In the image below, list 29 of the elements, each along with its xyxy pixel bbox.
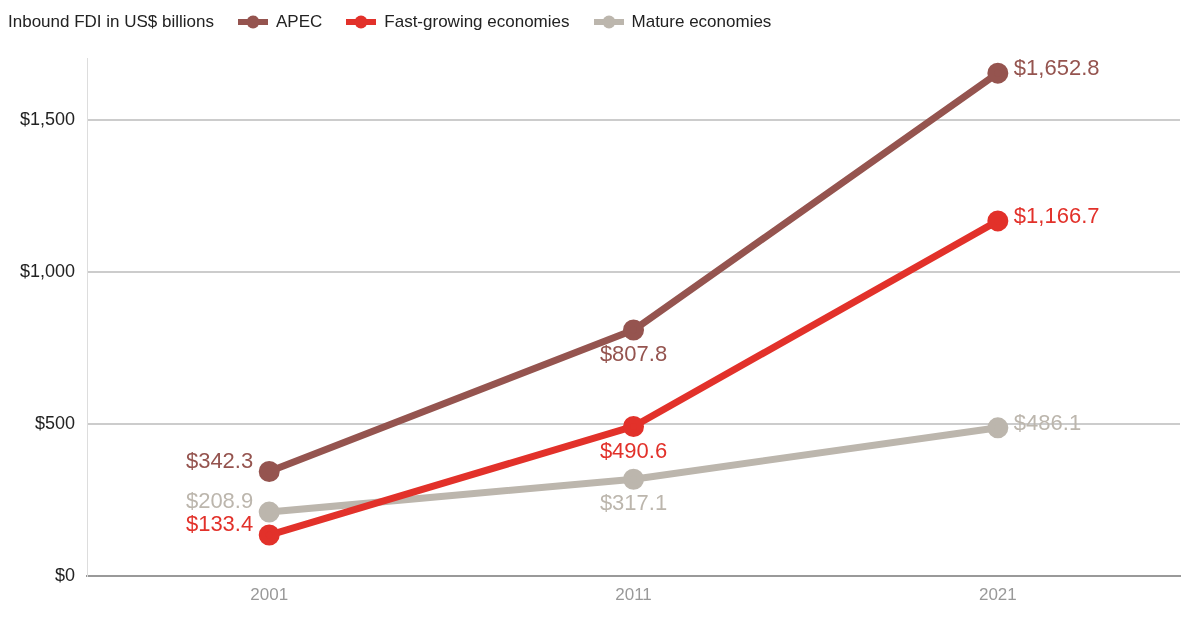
data-label: $490.6 bbox=[599, 437, 668, 463]
point bbox=[258, 501, 280, 523]
y-tick-label: $500 bbox=[35, 412, 76, 433]
y-tick-label: $1,000 bbox=[19, 260, 76, 281]
data-label: $486.1 bbox=[1013, 409, 1082, 435]
x-tick-label: 2021 bbox=[978, 585, 1017, 605]
point bbox=[623, 319, 645, 341]
legend-label: Fast-growing economies bbox=[384, 12, 570, 32]
point bbox=[987, 417, 1009, 439]
point bbox=[987, 210, 1009, 232]
point bbox=[258, 461, 280, 483]
point bbox=[623, 468, 645, 490]
point bbox=[258, 524, 280, 546]
data-label: $133.4 bbox=[185, 511, 254, 537]
point bbox=[623, 415, 645, 437]
y-axis-title: Inbound FDI in US$ billions bbox=[8, 12, 215, 32]
data-label: $317.1 bbox=[599, 490, 668, 516]
data-label: $807.8 bbox=[599, 341, 668, 367]
y-tick-label: $1,500 bbox=[19, 108, 76, 129]
data-label: $1,166.7 bbox=[1013, 202, 1100, 228]
legend-label: Mature economies bbox=[631, 12, 772, 32]
legend-label: APEC bbox=[276, 12, 323, 32]
x-tick-label: 2001 bbox=[250, 585, 289, 605]
data-label: $208.9 bbox=[185, 488, 254, 514]
point bbox=[987, 62, 1009, 84]
x-tick-label: 2011 bbox=[615, 585, 652, 605]
data-label: $342.3 bbox=[185, 447, 254, 473]
data-label: $1,652.8 bbox=[1013, 55, 1100, 81]
y-tick-label: $0 bbox=[55, 564, 76, 585]
